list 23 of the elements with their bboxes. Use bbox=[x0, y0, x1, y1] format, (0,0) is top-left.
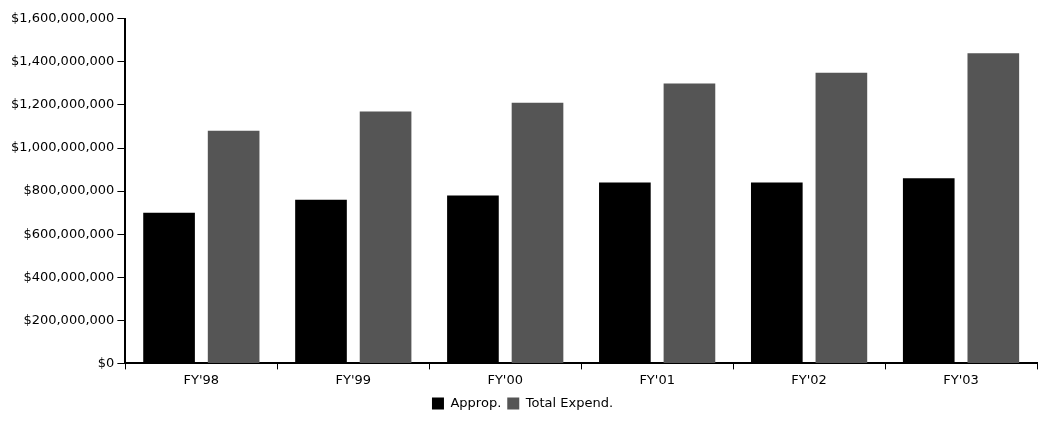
x-tick-label: FY'02 bbox=[791, 371, 827, 387]
y-tick-label: $1,400,000,000 bbox=[10, 53, 115, 69]
y-tick-label: $0 bbox=[97, 354, 115, 370]
y-tick-label: $1,600,000,000 bbox=[10, 10, 115, 26]
y-tick-label: $600,000,000 bbox=[23, 225, 115, 241]
x-tick-label: FY'99 bbox=[335, 371, 372, 387]
x-tick-label: FY'00 bbox=[487, 371, 523, 387]
bar bbox=[663, 83, 716, 363]
y-tick-label: $1,000,000,000 bbox=[10, 139, 115, 155]
y-tick-label: $800,000,000 bbox=[23, 182, 115, 198]
y-tick-label: $400,000,000 bbox=[23, 268, 115, 284]
bar bbox=[359, 111, 412, 363]
x-tick-label: FY'98 bbox=[183, 371, 220, 387]
bar bbox=[207, 130, 260, 363]
bar bbox=[815, 72, 868, 363]
legend-label: Total Expend. bbox=[524, 394, 614, 410]
legend-label: Approp. bbox=[450, 394, 502, 410]
x-tick-label: FY'03 bbox=[943, 371, 979, 387]
bar bbox=[511, 102, 564, 363]
bar bbox=[967, 53, 1020, 363]
y-tick-label: $200,000,000 bbox=[23, 311, 115, 327]
y-tick-label: $1,200,000,000 bbox=[10, 96, 115, 112]
x-tick-label: FY'01 bbox=[639, 371, 675, 387]
